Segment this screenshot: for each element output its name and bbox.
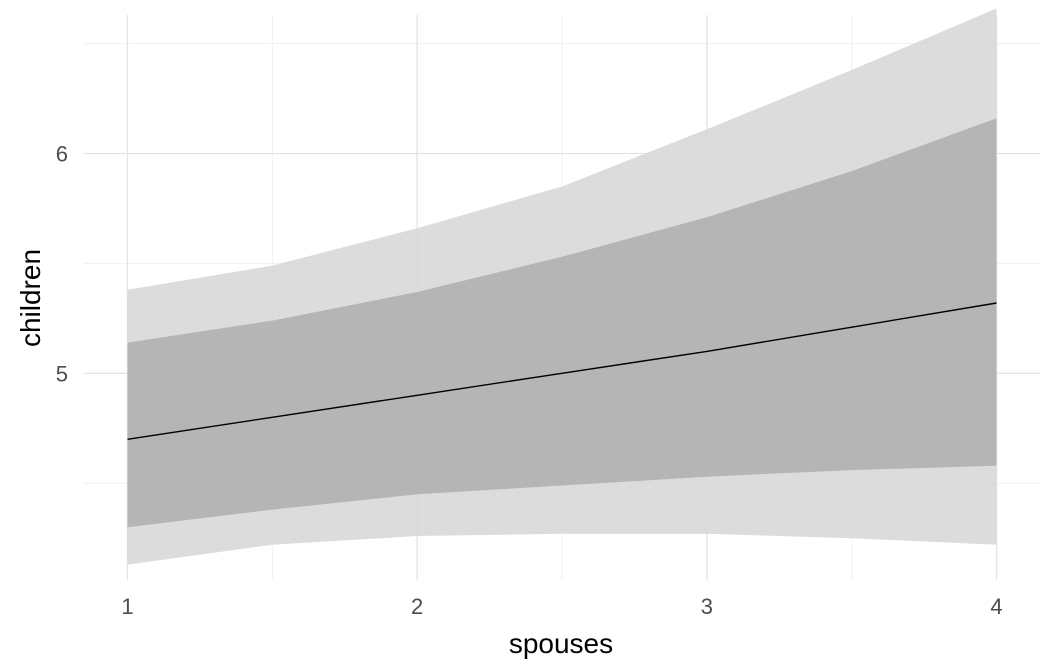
x-axis-title: spouses <box>509 628 613 659</box>
x-tick-label: 3 <box>701 594 713 619</box>
x-tick-label: 4 <box>990 594 1002 619</box>
mean-line <box>127 302 997 440</box>
inner-interval-band <box>127 118 997 528</box>
y-axis-ticks: 56 <box>56 142 68 387</box>
y-tick-label: 5 <box>56 361 68 386</box>
x-tick-label: 1 <box>121 594 133 619</box>
x-tick-label: 2 <box>411 594 423 619</box>
x-axis-ticks: 1 2 3 4 <box>121 594 1002 619</box>
y-tick-label: 6 <box>56 142 68 167</box>
y-axis-title: children <box>15 249 46 347</box>
